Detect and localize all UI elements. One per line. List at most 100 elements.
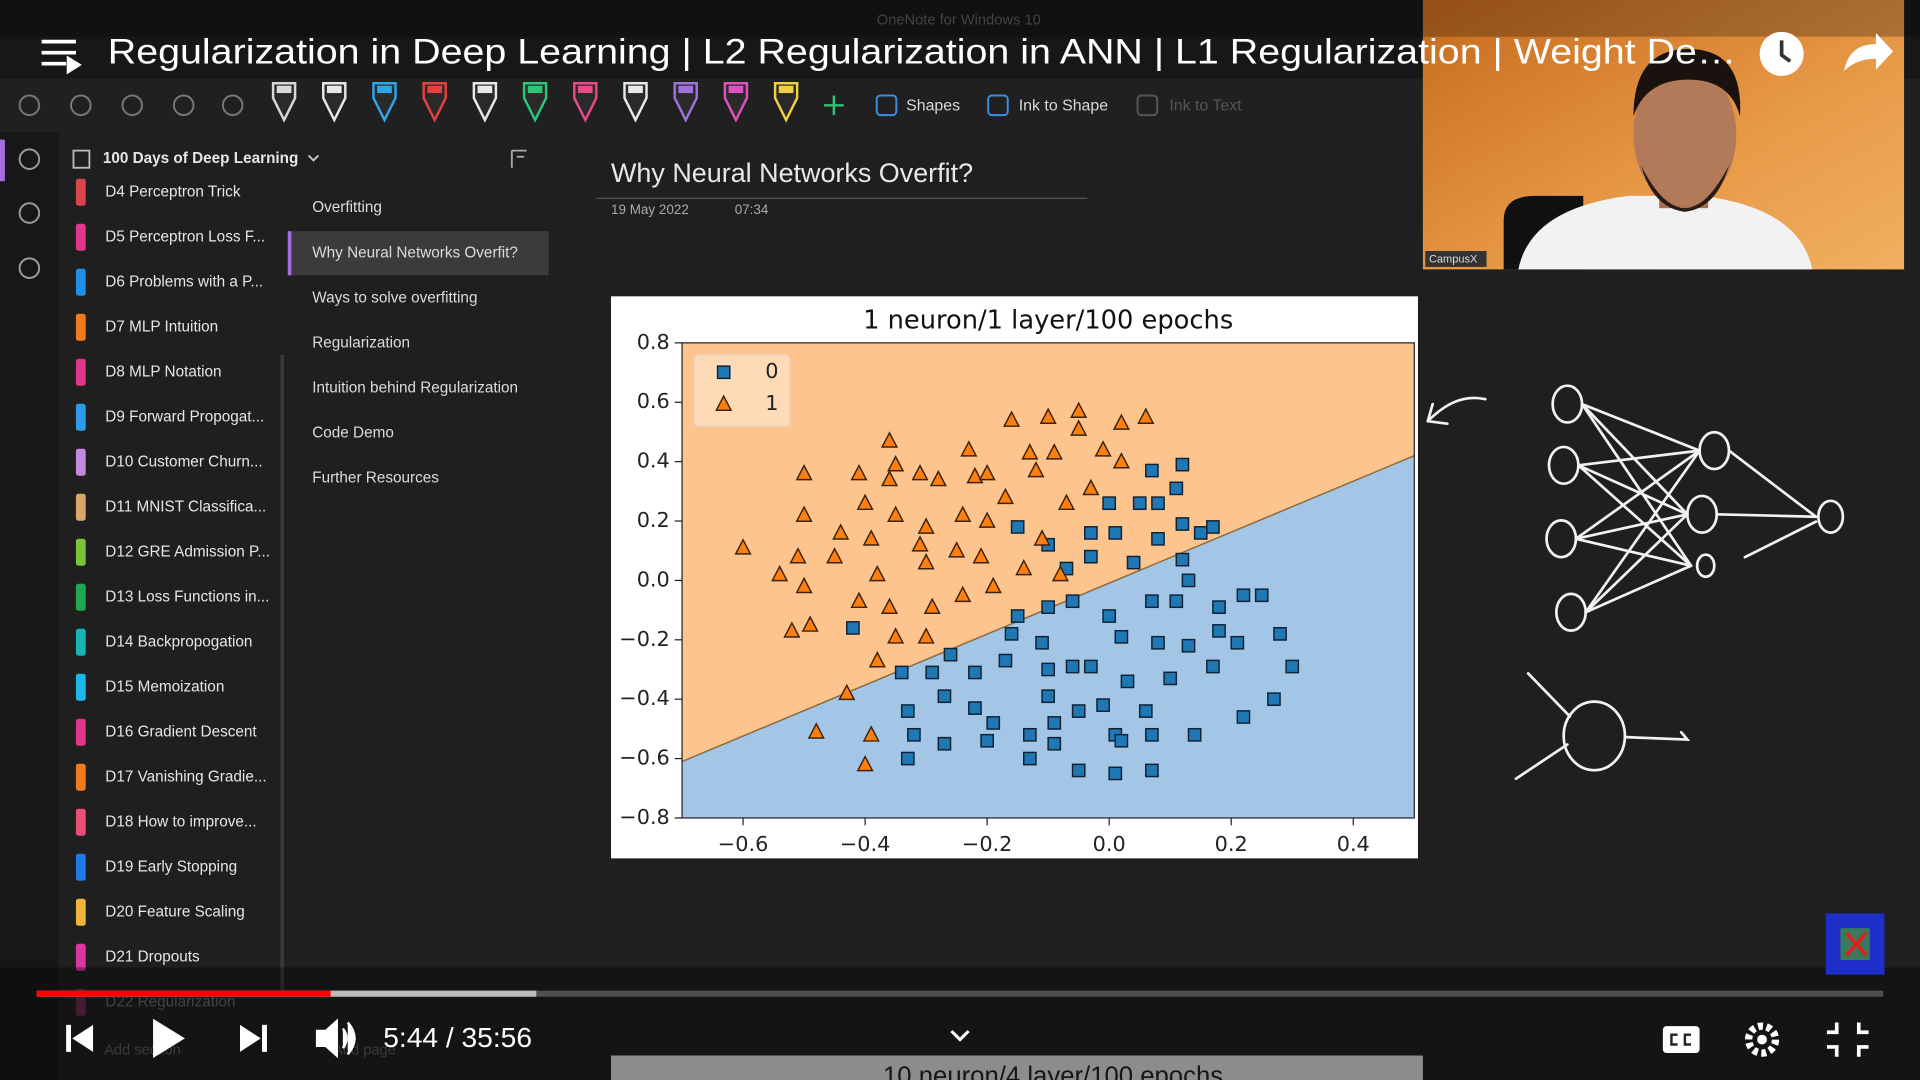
pen-tool[interactable] (322, 82, 347, 123)
volume-button[interactable] (315, 1018, 356, 1059)
section-item[interactable]: D7 MLP Intuition (75, 313, 218, 341)
toolbar-button[interactable]: Ink to Text (1136, 94, 1243, 117)
section-item[interactable]: D21 Dropouts (75, 943, 200, 971)
section-item[interactable]: D16 Gradient Descent (75, 718, 257, 746)
page-item[interactable]: Why Neural Networks Overfit? (287, 231, 549, 276)
section-tab (75, 223, 86, 251)
watch-later[interactable] (1759, 31, 1804, 76)
page-item[interactable]: Intuition behind Regularization (312, 379, 518, 396)
toolbar-icon[interactable] (70, 94, 92, 117)
sort-icon (510, 149, 527, 168)
point (1065, 659, 1080, 674)
add-pen[interactable] (824, 95, 844, 116)
ink-edge (1577, 449, 1701, 467)
toolbar-icon[interactable] (221, 94, 244, 117)
section-tab (75, 853, 86, 881)
pen-tool[interactable] (573, 82, 598, 123)
point (1004, 627, 1019, 641)
section-item[interactable]: D14 Backpropogation (75, 628, 253, 656)
point (954, 585, 972, 603)
toolbar-label: Ink to Text (1169, 98, 1242, 115)
point (795, 576, 813, 594)
pen-tool[interactable] (271, 82, 297, 123)
section-label: D4 Perceptron Trick (105, 183, 241, 200)
rail-icon[interactable] (18, 148, 41, 170)
hair (1633, 48, 1741, 117)
section-item[interactable]: D17 Vanishing Gradie... (75, 763, 267, 791)
point (1022, 751, 1037, 766)
toolbar-button[interactable]: Ink to Shape (987, 94, 1108, 117)
section-label: D9 Forward Propogat... (105, 408, 264, 425)
rail-icon[interactable] (18, 202, 41, 224)
page-item[interactable]: Overfitting (312, 199, 382, 216)
next-button[interactable] (240, 1024, 267, 1052)
section-item[interactable]: D15 Memoization (75, 673, 224, 701)
toolbar-button[interactable]: Shapes (875, 94, 960, 117)
video-title[interactable]: Regularization in Deep Learning | L2 Reg… (108, 31, 1737, 71)
share-icon[interactable] (1844, 33, 1894, 72)
page-item[interactable]: Ways to solve overfitting (312, 289, 477, 306)
play-button[interactable] (153, 1018, 185, 1058)
chapter-chevron[interactable] (950, 1029, 970, 1042)
section-item[interactable]: D19 Early Stopping (75, 853, 237, 881)
point (1163, 671, 1178, 686)
page-item[interactable]: Regularization (312, 334, 410, 351)
page-item[interactable]: Code Demo (312, 425, 394, 442)
toolbar-icon[interactable] (121, 94, 144, 117)
point (911, 535, 929, 552)
progress-track[interactable] (36, 990, 1884, 997)
point (1039, 407, 1057, 424)
section-item[interactable]: D5 Perceptron Loss F... (75, 223, 265, 251)
section-item[interactable]: D6 Problems with a P... (75, 268, 263, 296)
x-tick-label: −0.2 (962, 832, 1012, 856)
point (734, 538, 752, 555)
pen-tool[interactable] (723, 82, 749, 123)
point (1145, 594, 1159, 609)
section-item[interactable]: D9 Forward Propogat... (75, 403, 264, 431)
prev-button[interactable] (66, 1024, 94, 1052)
section-item[interactable]: D18 How to improve... (75, 808, 257, 836)
notebook-name[interactable]: 100 Days of Deep Learning (103, 150, 299, 167)
pen-tool[interactable] (773, 82, 799, 123)
point (996, 487, 1015, 505)
captions-button[interactable] (1662, 1026, 1700, 1054)
section-item[interactable]: D20 Feature Scaling (75, 898, 245, 926)
point (1035, 635, 1049, 650)
toolbar-icon[interactable] (18, 94, 41, 117)
section-tab (75, 358, 86, 386)
section-item[interactable]: D10 Customer Churn... (75, 448, 263, 476)
page-item[interactable]: Further Resources (312, 470, 439, 487)
point (832, 523, 850, 540)
section-item[interactable]: D13 Loss Functions in... (75, 583, 269, 611)
menu-icon[interactable] (41, 39, 82, 75)
section-item[interactable]: D4 Perceptron Trick (75, 178, 241, 206)
section-label: D17 Vanishing Gradie... (105, 768, 266, 785)
pen-tool[interactable] (522, 82, 548, 123)
section-label: D22 Regularization (105, 993, 235, 1010)
rail-icon[interactable] (18, 257, 41, 279)
pen-tool[interactable] (472, 82, 498, 123)
pen-tool[interactable] (673, 82, 698, 123)
pen-color (778, 85, 794, 94)
pen-tool[interactable] (623, 82, 648, 123)
section-item[interactable]: D11 MNIST Classifica... (75, 493, 266, 521)
section-item[interactable]: D8 MLP Notation (75, 358, 222, 386)
ink-edge (1584, 512, 1689, 614)
section-tab (75, 268, 86, 296)
section-label: D21 Dropouts (105, 948, 200, 965)
point (1108, 766, 1123, 781)
point (1114, 629, 1129, 644)
section-item[interactable]: D12 GRE Admission P... (75, 538, 270, 566)
section-tab (75, 673, 86, 701)
watermark-x (1845, 931, 1868, 957)
toolbar-icon[interactable] (172, 94, 195, 117)
sections-scroll (280, 355, 285, 992)
exit-fullscreen[interactable] (1826, 1022, 1869, 1057)
page-time: 07:34 (735, 202, 769, 217)
pen-color (477, 85, 493, 94)
legend-marker (715, 394, 733, 411)
point (1132, 496, 1147, 511)
pen-tool[interactable] (372, 82, 397, 123)
channel-watermark[interactable] (1825, 913, 1885, 975)
pen-tool[interactable] (422, 82, 447, 123)
